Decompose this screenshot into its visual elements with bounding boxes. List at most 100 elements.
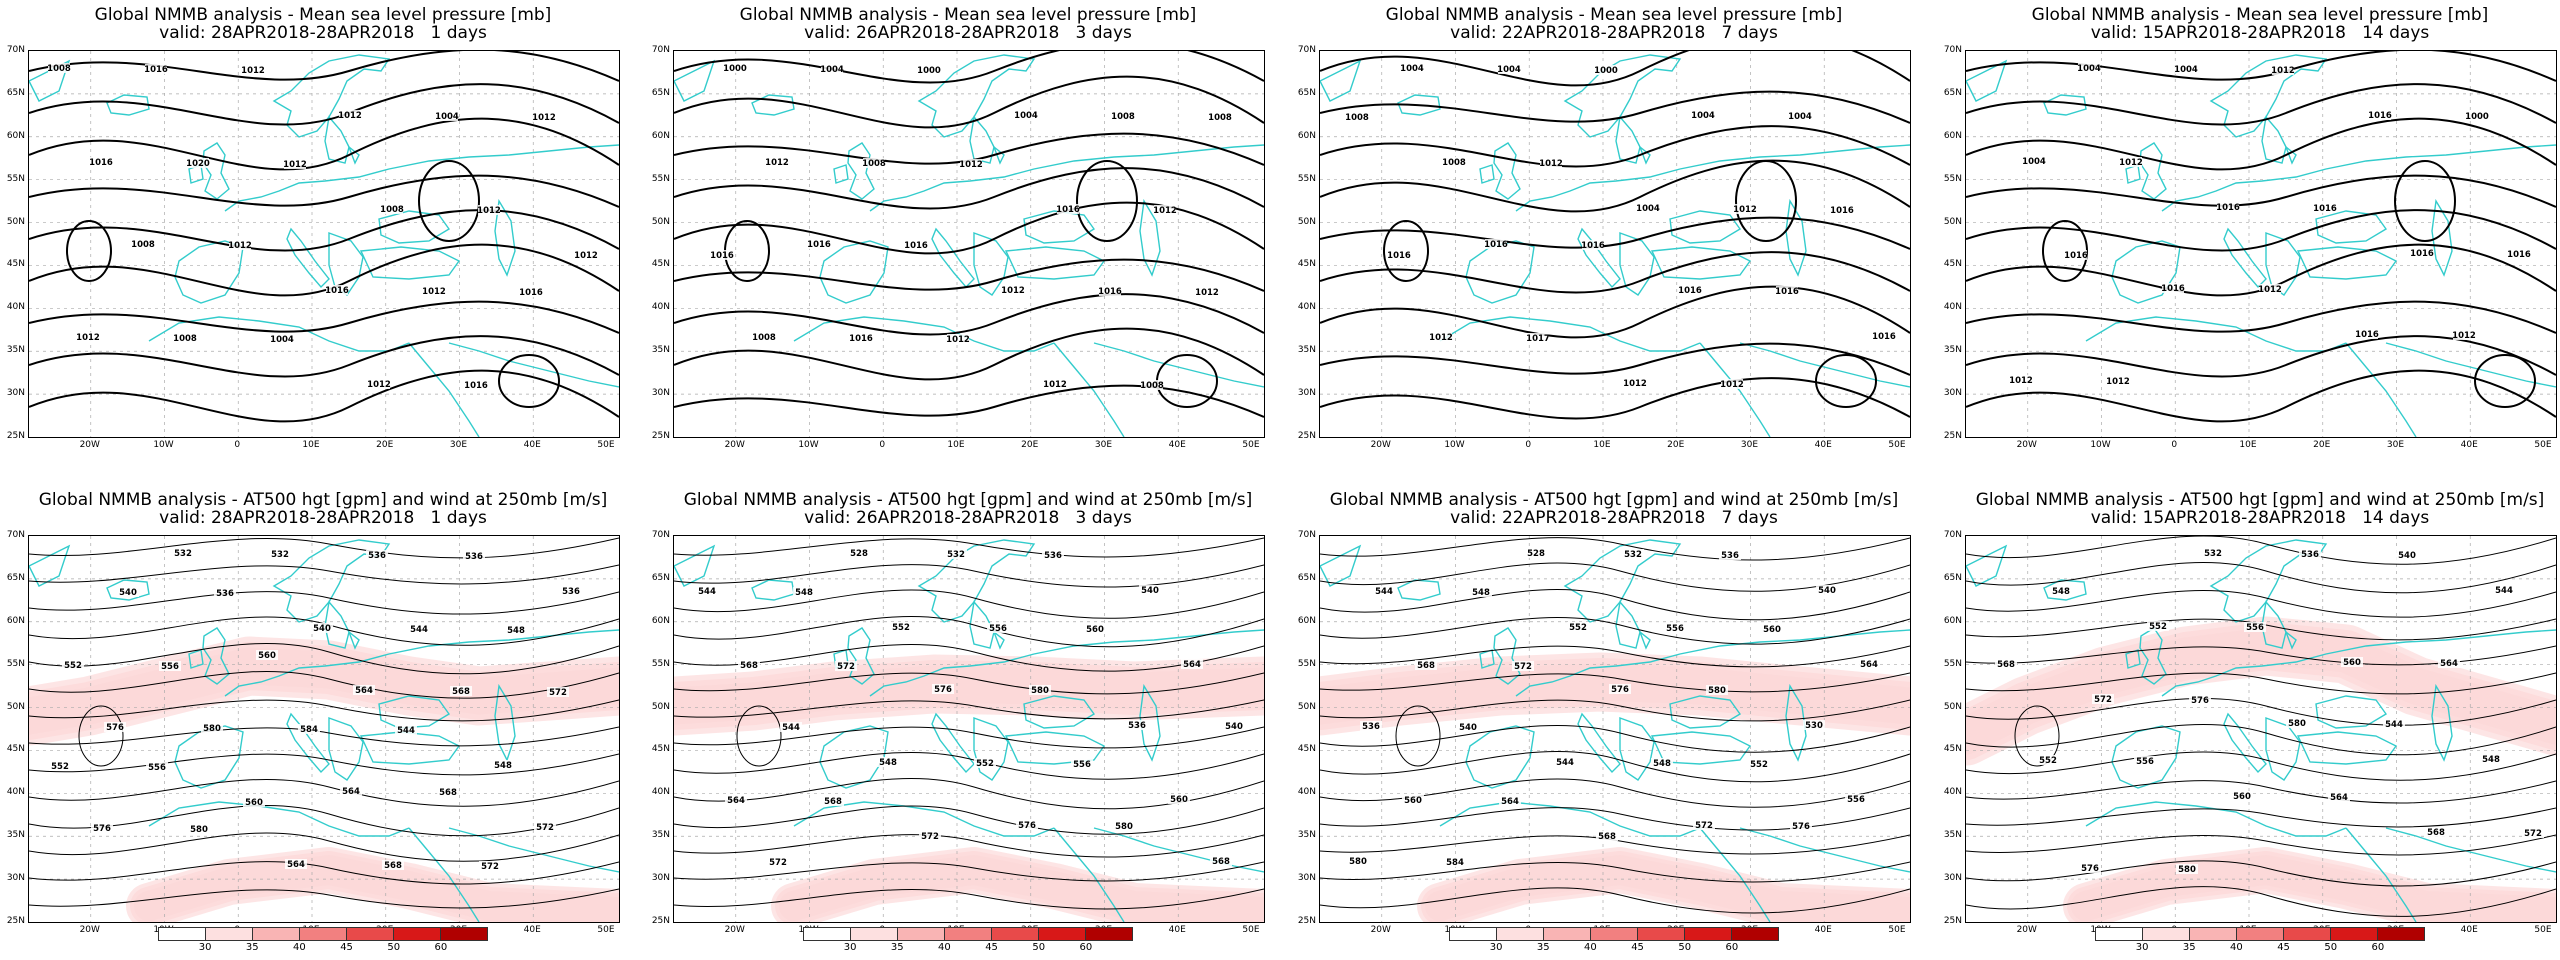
contour-label-bg — [2244, 622, 2266, 632]
latitude-tick-label: 40N — [6, 302, 25, 313]
panel-subtitle: valid: 22APR2018-28APR2018 7 days — [1450, 23, 1778, 43]
latitude-tick-label: 70N — [651, 530, 670, 540]
coastline — [202, 627, 230, 685]
contour-label-bg — [534, 822, 556, 832]
contour-label: 1012 — [765, 158, 789, 168]
latitude-tick-label: 65N — [1297, 572, 1316, 583]
coastline — [2139, 627, 2167, 685]
contour-label: 568 — [2427, 828, 2445, 838]
isoline — [29, 642, 619, 675]
isoline — [674, 132, 1264, 166]
contour-label: 560 — [245, 798, 263, 808]
contour-label-bg — [932, 684, 954, 694]
isoline — [1966, 174, 2556, 208]
contour-label: 1012 — [1720, 380, 1744, 390]
contour-label: 548 — [795, 588, 813, 598]
contour-label-bg — [1457, 722, 1479, 732]
longitude-tick-label: 20E — [1021, 440, 1039, 450]
latitude-tick-label: 50N — [6, 701, 25, 712]
contour-label: 544 — [397, 726, 415, 736]
contour-label: 1008 — [47, 64, 71, 74]
closed-isoline — [66, 220, 112, 282]
isoline — [1966, 860, 2556, 887]
contour-label: 544 — [1556, 758, 1574, 768]
colorbar-tick-label: 50 — [387, 942, 401, 953]
contour-label: 540 — [1141, 586, 1159, 596]
contour-label-bg — [738, 660, 760, 670]
panel-title: Global NMMB analysis - AT500 hgt [gpm] a… — [38, 490, 608, 510]
contour-label-bg — [1527, 333, 1549, 343]
contour-label-bg — [1071, 759, 1093, 769]
coastline — [2209, 539, 2328, 623]
contour-label-bg — [1609, 684, 1631, 694]
coastline — [674, 544, 716, 587]
coastline — [359, 731, 461, 765]
contour-label-bg — [1485, 239, 1507, 249]
coastline — [148, 316, 410, 352]
coastline — [2261, 115, 2287, 164]
colorbar-segment — [803, 927, 851, 941]
contour-label-bg — [945, 549, 967, 559]
contour-label-bg — [1845, 794, 1867, 804]
contour-label: 572 — [549, 688, 567, 698]
contour-label: 560 — [2343, 658, 2361, 668]
longitude-tick-label: 30E — [449, 440, 468, 450]
latitude-tick-label: 65N — [1943, 572, 1962, 583]
isoline — [29, 861, 619, 885]
contour-label-bg — [395, 725, 417, 735]
contour-label: 1012 — [1539, 159, 1563, 169]
latitude-tick-label: 45N — [6, 744, 25, 755]
contour-label-bg — [90, 157, 112, 167]
contour-label-bg — [780, 722, 802, 732]
contour-label: 576 — [2081, 864, 2099, 874]
colorbar-tick-label: 45 — [2277, 942, 2290, 953]
contour-label: 552 — [976, 759, 994, 769]
latitude-tick-label: 35N — [651, 830, 670, 841]
isoline — [1966, 117, 2556, 171]
contour-label-bg — [242, 65, 264, 75]
contour-label-bg — [1181, 659, 1203, 669]
contour-label: 572 — [536, 823, 554, 833]
colorbar-tick-label: 35 — [2182, 942, 2196, 953]
latitude-tick-label: 65N — [1943, 87, 1962, 98]
latitude-tick-label: 45N — [1297, 259, 1316, 270]
contour-label: 564 — [2330, 793, 2348, 803]
coastline — [674, 59, 716, 102]
coastline — [106, 579, 150, 601]
contour-label-bg — [1651, 758, 1673, 768]
coastline — [969, 115, 995, 164]
latitude-tick-label: 55N — [651, 173, 670, 184]
contour-label-bg — [2314, 203, 2336, 213]
isoline — [1966, 697, 2556, 726]
isoline — [29, 117, 619, 171]
contour-label: 1012 — [2258, 285, 2282, 295]
longitude-tick-label: 40E — [1814, 925, 1832, 935]
coastline — [448, 827, 619, 873]
latitude-tick-label: 60N — [1297, 615, 1316, 626]
isoline — [1966, 807, 2556, 828]
coastline — [1638, 144, 1651, 165]
colorbar-tick-label: 50 — [1678, 942, 1692, 953]
longitude-tick-label: 20W — [79, 440, 100, 450]
colorbar-tick-label: 60 — [1079, 942, 1093, 953]
contour-label-bg — [696, 586, 718, 596]
contour-label-bg — [2162, 283, 2184, 293]
coastline — [2223, 712, 2267, 774]
colorbar-tick-label: 30 — [198, 942, 212, 953]
longitude-tick-label: 30E — [1094, 440, 1113, 450]
latitude-tick-label: 50N — [1943, 216, 1962, 227]
coastline — [347, 144, 360, 165]
colorbar-tick-label: 40 — [1584, 942, 1597, 953]
z500-wind-map: 532 532 536 536 536 540 536 540 544 548 552 556 560 5… — [29, 536, 619, 922]
isoline — [674, 167, 1264, 210]
contour-label-bg — [2023, 156, 2045, 166]
colorbar-tick-label: 30 — [1489, 942, 1503, 953]
longitude-tick-label: 0 — [879, 440, 886, 450]
isoline — [1966, 83, 2556, 126]
isoline — [1320, 616, 1910, 645]
contour-label: 1016 — [1098, 287, 1122, 297]
contour-label-bg — [1430, 332, 1452, 342]
coastline — [2296, 731, 2398, 765]
contour-label-bg — [366, 550, 388, 560]
panel-title: Global NMMB analysis - AT500 hgt [gpm] a… — [1329, 490, 1899, 510]
